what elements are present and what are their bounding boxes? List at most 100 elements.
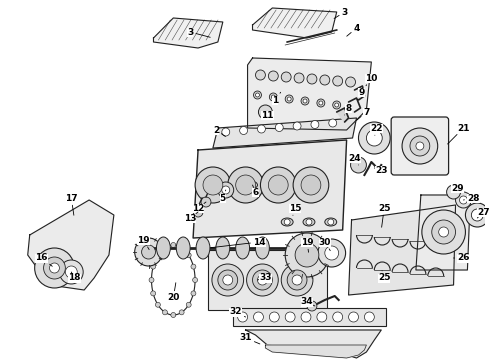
Text: 4: 4: [347, 23, 360, 36]
Circle shape: [142, 245, 155, 259]
Circle shape: [329, 119, 337, 127]
Polygon shape: [153, 18, 223, 48]
Text: 29: 29: [451, 184, 464, 193]
Circle shape: [222, 186, 230, 194]
Circle shape: [456, 192, 471, 208]
Circle shape: [270, 312, 279, 322]
Bar: [208, 250, 327, 310]
Circle shape: [422, 210, 466, 254]
Text: 23: 23: [374, 166, 388, 175]
Circle shape: [317, 312, 327, 322]
Circle shape: [333, 101, 341, 109]
Circle shape: [191, 291, 196, 296]
Text: 31: 31: [239, 333, 260, 344]
Text: 26: 26: [454, 253, 470, 262]
Circle shape: [171, 243, 176, 248]
Text: 7: 7: [357, 108, 369, 120]
Text: 13: 13: [184, 212, 198, 222]
Circle shape: [328, 219, 334, 225]
Circle shape: [151, 291, 156, 296]
Circle shape: [466, 203, 489, 227]
Circle shape: [301, 175, 321, 195]
Text: 8: 8: [344, 104, 352, 115]
Circle shape: [212, 264, 244, 296]
Text: 25: 25: [378, 203, 391, 227]
FancyBboxPatch shape: [391, 117, 449, 175]
Text: 3: 3: [334, 8, 348, 18]
Text: 27: 27: [477, 207, 490, 218]
Circle shape: [292, 275, 302, 285]
Ellipse shape: [236, 237, 249, 259]
Circle shape: [285, 312, 295, 322]
Circle shape: [350, 157, 367, 173]
Ellipse shape: [156, 237, 171, 259]
Circle shape: [223, 275, 233, 285]
Circle shape: [319, 101, 323, 105]
Circle shape: [236, 175, 255, 195]
Text: 32: 32: [229, 307, 245, 317]
Circle shape: [258, 105, 272, 119]
Text: 34: 34: [301, 297, 315, 306]
Circle shape: [179, 245, 184, 250]
Circle shape: [287, 97, 291, 101]
Circle shape: [307, 301, 317, 311]
Polygon shape: [245, 330, 381, 358]
Circle shape: [275, 123, 283, 131]
Circle shape: [402, 128, 438, 164]
Polygon shape: [266, 345, 367, 358]
Circle shape: [238, 312, 247, 322]
Circle shape: [303, 99, 307, 103]
Circle shape: [201, 197, 211, 207]
Circle shape: [281, 264, 313, 296]
Circle shape: [261, 167, 296, 203]
Circle shape: [317, 99, 325, 107]
Text: 12: 12: [192, 202, 206, 212]
Circle shape: [253, 312, 264, 322]
Circle shape: [155, 302, 160, 307]
Ellipse shape: [216, 237, 230, 259]
Circle shape: [44, 257, 65, 279]
Circle shape: [446, 185, 461, 199]
Circle shape: [246, 264, 278, 296]
Text: 6: 6: [252, 185, 259, 197]
Text: 24: 24: [348, 153, 361, 165]
Circle shape: [432, 220, 456, 244]
Circle shape: [281, 72, 291, 82]
Circle shape: [301, 97, 309, 105]
Text: 19: 19: [137, 235, 150, 249]
Circle shape: [294, 73, 304, 83]
Ellipse shape: [176, 237, 190, 259]
Circle shape: [348, 312, 359, 322]
Ellipse shape: [255, 237, 270, 259]
Circle shape: [311, 121, 319, 129]
Circle shape: [365, 312, 374, 322]
Circle shape: [333, 76, 343, 86]
Circle shape: [318, 239, 345, 267]
Circle shape: [269, 71, 278, 81]
Circle shape: [155, 253, 160, 258]
Circle shape: [186, 302, 191, 307]
Circle shape: [285, 95, 293, 103]
Circle shape: [49, 263, 59, 273]
Polygon shape: [247, 58, 371, 130]
Ellipse shape: [303, 218, 315, 226]
Ellipse shape: [247, 181, 257, 189]
Circle shape: [257, 125, 266, 133]
Circle shape: [271, 95, 275, 99]
Text: 18: 18: [68, 272, 80, 283]
Circle shape: [359, 122, 390, 154]
Text: 11: 11: [261, 111, 273, 120]
Circle shape: [306, 219, 312, 225]
Text: 10: 10: [365, 73, 377, 86]
Circle shape: [287, 270, 307, 290]
Bar: [233, 308, 386, 326]
Text: 21: 21: [447, 123, 470, 144]
Polygon shape: [193, 140, 346, 238]
Circle shape: [186, 253, 191, 258]
Circle shape: [293, 167, 329, 203]
Ellipse shape: [281, 218, 293, 226]
Circle shape: [269, 175, 288, 195]
Circle shape: [240, 126, 247, 135]
Circle shape: [253, 91, 262, 99]
Circle shape: [218, 182, 234, 198]
